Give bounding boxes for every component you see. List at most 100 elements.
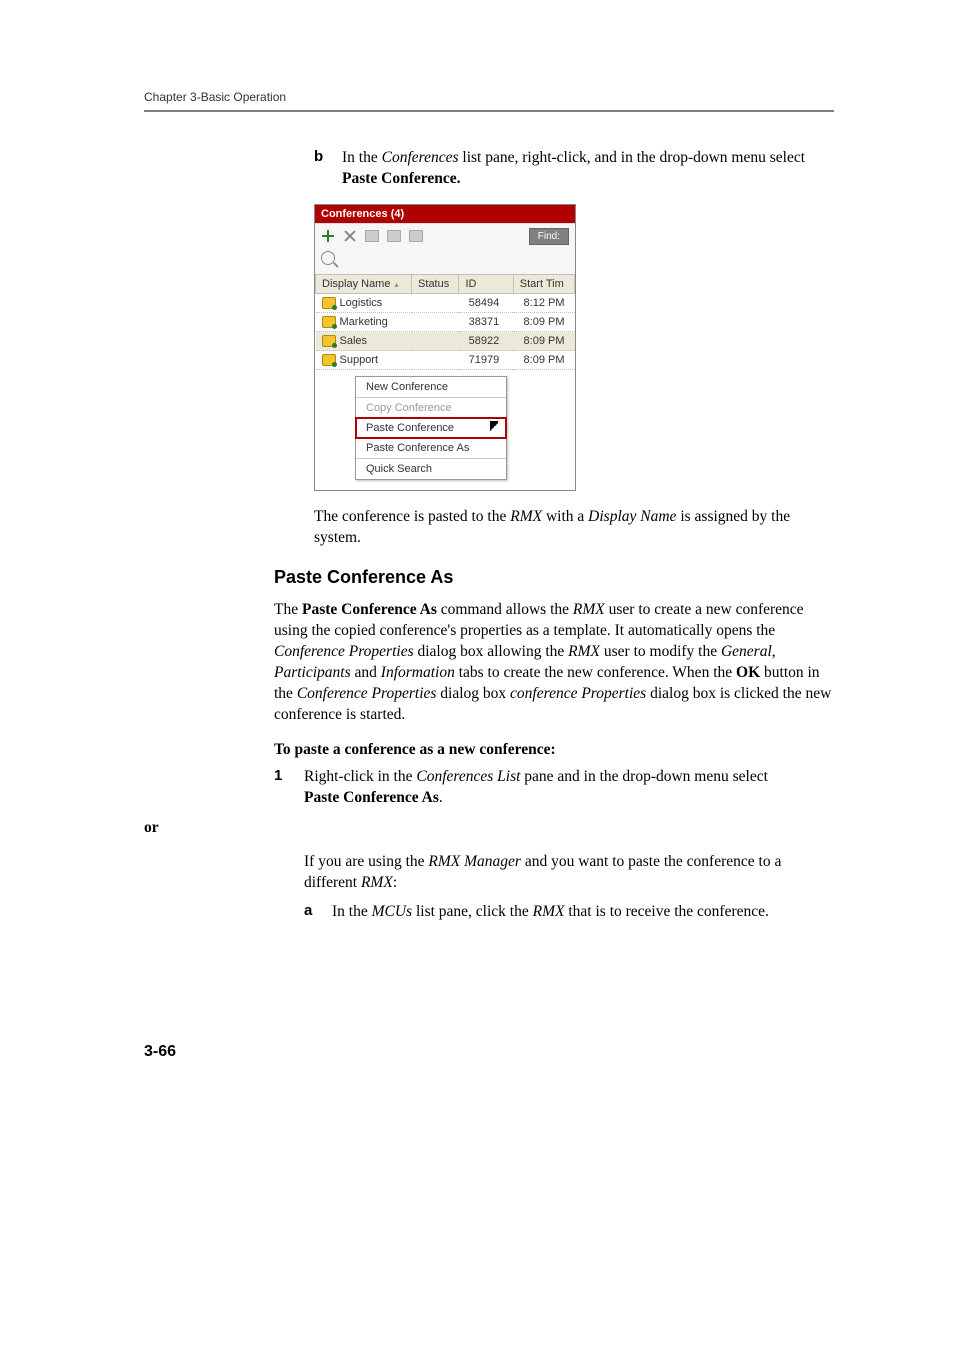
table-row[interactable]: Marketing 38371 8:09 PM	[316, 312, 575, 331]
menu-copy-conference: Copy Conference	[356, 398, 506, 418]
text-italic: Conference Properties	[297, 685, 437, 702]
context-menu-area: New Conference Copy Conference Paste Con…	[315, 370, 575, 490]
step-1-text: Right-click in the Conferences List pane…	[304, 767, 768, 809]
cell-text: Logistics	[340, 297, 383, 309]
conference-icon	[322, 335, 336, 347]
text-bold: Paste Conference As	[302, 601, 437, 618]
cell-text: Support	[340, 354, 379, 366]
text: with a	[542, 508, 588, 525]
search-icon[interactable]	[321, 251, 335, 265]
text: If you are using the	[304, 853, 428, 870]
text-italic: Conference Properties	[274, 643, 414, 660]
text-italic: RMX	[573, 601, 605, 618]
text: In the	[332, 903, 372, 920]
toolbar-icon[interactable]	[387, 230, 401, 242]
text: dialog box allowing the	[414, 643, 569, 660]
text-bold: OK	[736, 664, 760, 681]
cell-id: 58494	[459, 293, 513, 312]
cell-id: 58922	[459, 332, 513, 351]
step-b-text: In the Conferences list pane, right-clic…	[342, 148, 834, 190]
context-menu: New Conference Copy Conference Paste Con…	[355, 376, 507, 480]
table-row[interactable]: Logistics 58494 8:12 PM	[316, 293, 575, 312]
running-head: Chapter 3-Basic Operation	[144, 90, 834, 104]
col-display-name[interactable]: Display Name▴	[316, 274, 412, 293]
text-bold: Paste Conference.	[342, 170, 461, 187]
panel-toolbar: Find:	[315, 223, 575, 249]
page-number: 3-66	[144, 1043, 834, 1061]
col-start-time[interactable]: Start Tim	[513, 274, 574, 293]
cell-name: Sales	[316, 332, 412, 351]
step-1: 1 Right-click in the Conferences List pa…	[274, 767, 834, 809]
panel-toolbar2	[315, 249, 575, 274]
text: The conference is pasted to the	[314, 508, 510, 525]
text: In the	[342, 149, 382, 166]
text: user to modify the	[600, 643, 721, 660]
menu-paste-conference[interactable]: Paste Conference	[356, 418, 506, 438]
cell-time: 8:09 PM	[513, 332, 574, 351]
cell-time: 8:12 PM	[513, 293, 574, 312]
text: and	[351, 664, 381, 681]
text: The	[274, 601, 302, 618]
section-paragraph: The Paste Conference As command allows t…	[274, 600, 834, 726]
col-id[interactable]: ID	[459, 274, 513, 293]
menu-new-conference[interactable]: New Conference	[356, 377, 506, 397]
table-row[interactable]: Support 71979 8:09 PM	[316, 351, 575, 370]
panel-title: Conferences (4)	[315, 205, 575, 223]
text: :	[393, 874, 397, 891]
text: Right-click in the	[304, 768, 416, 785]
section-heading: Paste Conference As	[274, 567, 834, 588]
cell-name: Logistics	[316, 293, 412, 312]
step-b-marker: b	[314, 148, 342, 190]
text-bold: Paste Conference As	[304, 789, 439, 806]
cell-status	[412, 351, 459, 370]
conferences-table: Display Name▴ Status ID Start Tim Logist…	[315, 274, 575, 370]
cursor-icon	[490, 421, 500, 435]
cell-name: Marketing	[316, 312, 412, 331]
toolbar-icon[interactable]	[409, 230, 423, 242]
text-italic: Information	[381, 664, 455, 681]
conference-icon	[322, 354, 336, 366]
cell-status	[412, 293, 459, 312]
step-1-marker: 1	[274, 767, 304, 809]
conference-icon	[322, 316, 336, 328]
table-row[interactable]: Sales 58922 8:09 PM	[316, 332, 575, 351]
cell-id: 38371	[459, 312, 513, 331]
text-italic: General	[721, 643, 772, 660]
cell-id: 71979	[459, 351, 513, 370]
menu-paste-conference-as[interactable]: Paste Conference As	[356, 438, 506, 458]
text: dialog box	[436, 685, 510, 702]
conferences-panel-figure: Conferences (4) Find: Display Name▴ Stat…	[314, 204, 834, 491]
step-a-marker: a	[304, 902, 332, 923]
toolbar-icon[interactable]	[365, 230, 379, 242]
text-italic: Display Name	[588, 508, 676, 525]
table-header-row: Display Name▴ Status ID Start Tim	[316, 274, 575, 293]
text: list pane, right-click, and in the drop-…	[459, 149, 806, 166]
cell-status	[412, 332, 459, 351]
cell-text: Sales	[340, 335, 368, 347]
text-italic: MCUs	[372, 903, 412, 920]
col-status[interactable]: Status	[412, 274, 459, 293]
new-icon[interactable]	[321, 229, 335, 243]
text: that is to receive the conference.	[564, 903, 768, 920]
procedure-title: To paste a conference as a new conferenc…	[274, 741, 834, 759]
step-b: b In the Conferences list pane, right-cl…	[314, 148, 834, 190]
menu-quick-search[interactable]: Quick Search	[356, 459, 506, 479]
text-italic: Participants	[274, 664, 351, 681]
text-italic: Conferences	[382, 149, 459, 166]
text: list pane, click the	[412, 903, 533, 920]
menu-label: Paste Conference	[366, 422, 454, 434]
header-rule	[144, 110, 834, 112]
text-italic: RMX	[533, 903, 565, 920]
after-panel-text: The conference is pasted to the RMX with…	[314, 507, 834, 549]
find-label[interactable]: Find:	[529, 228, 569, 245]
text: ,	[772, 643, 776, 660]
delete-icon[interactable]	[343, 229, 357, 243]
cell-text: Marketing	[340, 316, 388, 328]
text: tabs to create the new conference. When …	[455, 664, 736, 681]
step-a-text: In the MCUs list pane, click the RMX tha…	[332, 902, 769, 923]
or-text: or	[144, 819, 834, 837]
step-a: a In the MCUs list pane, click the RMX t…	[304, 902, 834, 923]
cell-time: 8:09 PM	[513, 312, 574, 331]
text-italic: RMX	[510, 508, 542, 525]
text-italic: RMX Manager	[428, 853, 521, 870]
